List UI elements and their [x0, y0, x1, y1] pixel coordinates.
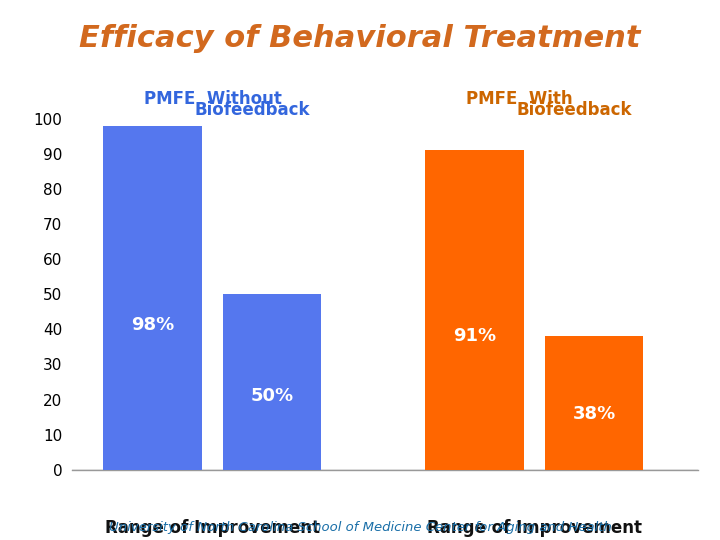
- Text: PMFE  With: PMFE With: [466, 90, 572, 108]
- Text: Biofeedback: Biofeedback: [194, 101, 310, 119]
- Bar: [104, 126, 202, 470]
- Bar: [545, 336, 643, 470]
- Text: Range of Improvement: Range of Improvement: [427, 519, 642, 537]
- Text: PMFE  Without: PMFE Without: [143, 90, 282, 108]
- Text: Efficacy of Behavioral Treatment: Efficacy of Behavioral Treatment: [79, 24, 641, 53]
- Text: University of North Carolina School of Medicine Center for Aging and Health: University of North Carolina School of M…: [109, 521, 611, 534]
- Text: 98%: 98%: [131, 316, 174, 334]
- Text: 38%: 38%: [572, 405, 616, 423]
- Text: 50%: 50%: [251, 387, 294, 405]
- Text: 91%: 91%: [453, 327, 496, 345]
- Bar: [426, 150, 524, 470]
- Text: Range of Improvement: Range of Improvement: [104, 519, 320, 537]
- Bar: [222, 294, 321, 470]
- Text: Biofeedback: Biofeedback: [516, 101, 632, 119]
